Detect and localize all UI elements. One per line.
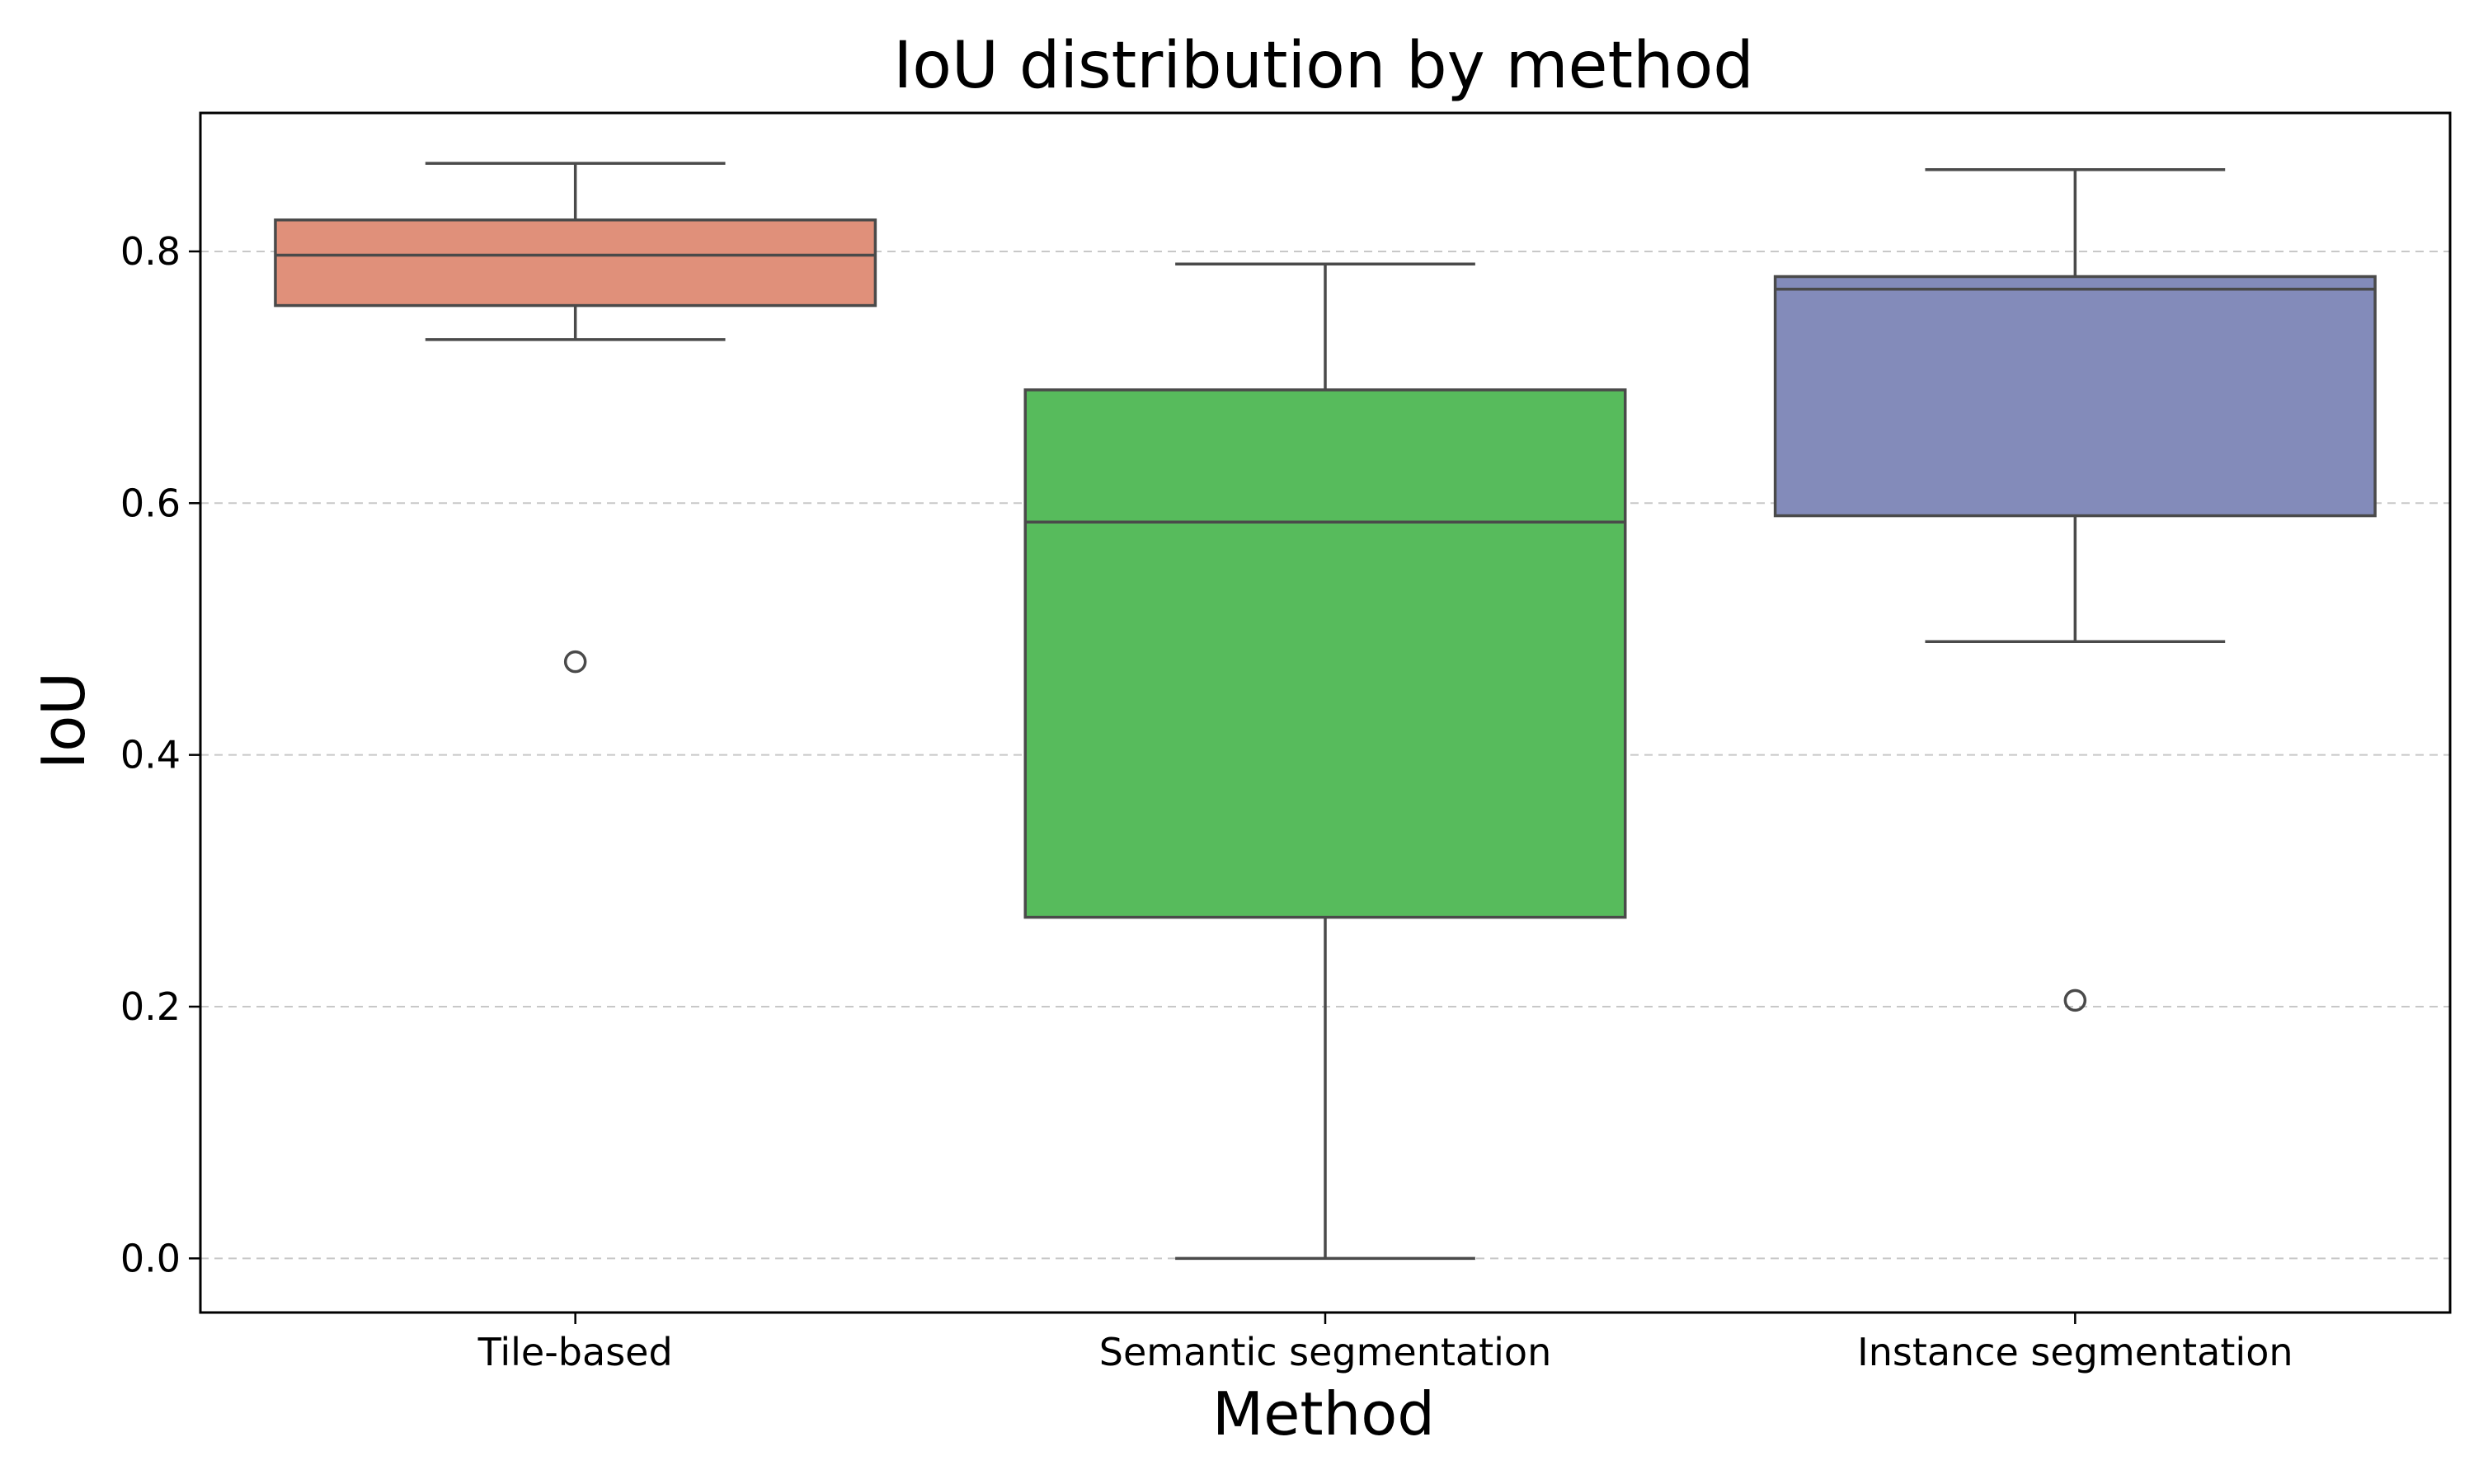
y-tick-label: 0.6 <box>120 481 181 525</box>
y-axis-label: IoU <box>29 672 98 769</box>
outlier-point <box>563 650 587 674</box>
outlier-point <box>2063 989 2087 1012</box>
y-tick-label: 0.8 <box>120 229 181 274</box>
box-1 <box>274 162 877 674</box>
x-tick-label: Tile-based <box>477 1330 673 1374</box>
y-axis: 0.0 0.2 0.4 0.6 0.8 <box>120 229 200 1280</box>
y-tick-label: 0.2 <box>120 984 181 1029</box>
chart-title: IoU distribution by method <box>893 29 1754 103</box>
box-3 <box>1773 167 2377 1012</box>
x-tick-label: Semantic segmentation <box>1099 1330 1551 1374</box>
x-tick-label: Instance segmentation <box>1857 1330 2293 1374</box>
y-tick-label: 0.0 <box>120 1236 181 1280</box>
iqr-box <box>1773 275 2377 518</box>
box-2 <box>1023 262 1627 1261</box>
x-axis-label: Method <box>1212 1379 1435 1449</box>
x-axis: Tile-based Semantic segmentation Instance … <box>477 1313 2293 1374</box>
y-tick-label: 0.4 <box>120 733 181 777</box>
iqr-box <box>1023 388 1627 919</box>
boxes <box>274 162 2377 1261</box>
iqr-box <box>274 218 877 308</box>
